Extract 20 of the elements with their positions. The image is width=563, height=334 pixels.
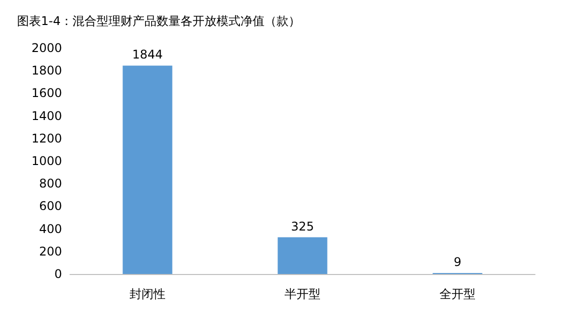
x-tick-label: 半开型 — [284, 287, 320, 301]
y-tick-label: 1800 — [31, 64, 62, 78]
y-tick-label: 1000 — [31, 154, 62, 168]
y-tick-label: 1600 — [31, 86, 62, 100]
x-tick-label: 封闭性 — [130, 287, 166, 301]
y-tick-label: 600 — [39, 199, 62, 214]
y-tick-label: 1200 — [31, 131, 62, 146]
data-label: 1844 — [132, 48, 163, 62]
y-tick-label: 200 — [39, 244, 62, 258]
y-tick-label: 1400 — [31, 108, 62, 123]
y-tick-label: 400 — [39, 222, 62, 236]
y-tick-label: 2000 — [31, 41, 62, 55]
y-tick-label: 800 — [39, 176, 62, 191]
bar — [278, 237, 328, 274]
chart-title: 图表1-4：混合型理财产品数量各开放模式净值（款） — [17, 14, 301, 28]
bar — [122, 66, 172, 274]
y-tick-label: 0 — [54, 267, 62, 281]
data-label: 325 — [291, 219, 314, 234]
x-tick-label: 全开型 — [440, 287, 476, 301]
data-label: 9 — [454, 254, 462, 269]
